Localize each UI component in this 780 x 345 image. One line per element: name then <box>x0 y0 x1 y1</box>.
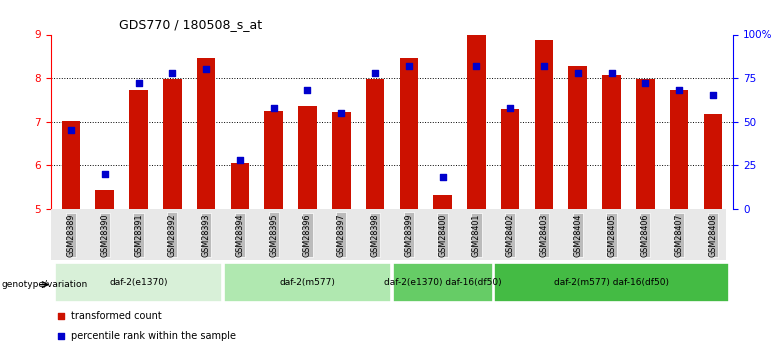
Text: GSM28400: GSM28400 <box>438 213 447 257</box>
Point <box>707 93 719 98</box>
Bar <box>434 195 452 209</box>
Bar <box>264 111 283 209</box>
FancyBboxPatch shape <box>494 263 729 302</box>
Bar <box>704 114 722 209</box>
Point <box>605 70 618 76</box>
FancyBboxPatch shape <box>55 263 222 302</box>
Bar <box>197 58 215 209</box>
Point <box>268 105 280 110</box>
Bar <box>163 79 182 209</box>
Text: transformed count: transformed count <box>71 312 162 322</box>
Text: GSM28389: GSM28389 <box>66 213 76 257</box>
Text: GSM28391: GSM28391 <box>134 213 143 257</box>
Point <box>436 175 448 180</box>
Bar <box>602 75 621 209</box>
Text: GSM28404: GSM28404 <box>573 213 583 257</box>
Point <box>504 105 516 110</box>
Text: percentile rank within the sample: percentile rank within the sample <box>71 331 236 341</box>
Text: daf-2(e1370) daf-16(df50): daf-2(e1370) daf-16(df50) <box>384 278 502 287</box>
Text: GSM28398: GSM28398 <box>370 213 380 257</box>
Point <box>234 157 246 163</box>
Text: daf-2(e1370): daf-2(e1370) <box>109 278 168 287</box>
Text: GSM28405: GSM28405 <box>607 213 616 257</box>
Text: GSM28403: GSM28403 <box>540 213 548 257</box>
Point <box>673 88 686 93</box>
Point <box>572 70 584 76</box>
Text: GSM28397: GSM28397 <box>337 213 346 257</box>
Text: GSM28395: GSM28395 <box>269 213 278 257</box>
Bar <box>95 190 114 209</box>
Text: GSM28396: GSM28396 <box>303 213 312 257</box>
Text: daf-2(m577): daf-2(m577) <box>279 278 335 287</box>
Point <box>335 110 348 116</box>
Point <box>369 70 381 76</box>
Point <box>301 88 314 93</box>
Point <box>402 63 415 69</box>
Bar <box>501 109 519 209</box>
Bar <box>62 121 80 209</box>
Text: GDS770 / 180508_s_at: GDS770 / 180508_s_at <box>119 18 262 31</box>
Text: genotype/variation: genotype/variation <box>2 280 88 289</box>
Text: daf-2(m577) daf-16(df50): daf-2(m577) daf-16(df50) <box>554 278 669 287</box>
Bar <box>636 79 654 209</box>
Bar <box>129 90 148 209</box>
Bar <box>332 112 350 209</box>
Point <box>98 171 111 177</box>
Point <box>639 80 651 86</box>
Bar <box>535 40 553 209</box>
Point <box>200 67 212 72</box>
Bar <box>231 163 249 209</box>
Text: GSM28399: GSM28399 <box>404 213 413 257</box>
FancyBboxPatch shape <box>224 263 392 302</box>
Bar <box>366 79 385 209</box>
Text: GSM28406: GSM28406 <box>641 213 650 257</box>
Point <box>55 314 67 319</box>
Text: GSM28394: GSM28394 <box>236 213 244 257</box>
Point <box>470 63 483 69</box>
Text: GSM28401: GSM28401 <box>472 213 481 257</box>
Text: GSM28408: GSM28408 <box>708 213 718 257</box>
Bar <box>670 90 689 209</box>
FancyBboxPatch shape <box>392 263 493 302</box>
Point <box>55 334 67 339</box>
Text: GSM28392: GSM28392 <box>168 213 177 257</box>
Text: GSM28390: GSM28390 <box>101 213 109 257</box>
Text: GSM28393: GSM28393 <box>201 213 211 257</box>
Bar <box>298 106 317 209</box>
Bar <box>467 36 486 209</box>
Bar <box>399 58 418 209</box>
Text: GSM28407: GSM28407 <box>675 213 683 257</box>
Point <box>133 80 145 86</box>
Bar <box>569 66 587 209</box>
Point <box>65 128 77 133</box>
Point <box>537 63 550 69</box>
Text: GSM28402: GSM28402 <box>505 213 515 257</box>
Point <box>166 70 179 76</box>
